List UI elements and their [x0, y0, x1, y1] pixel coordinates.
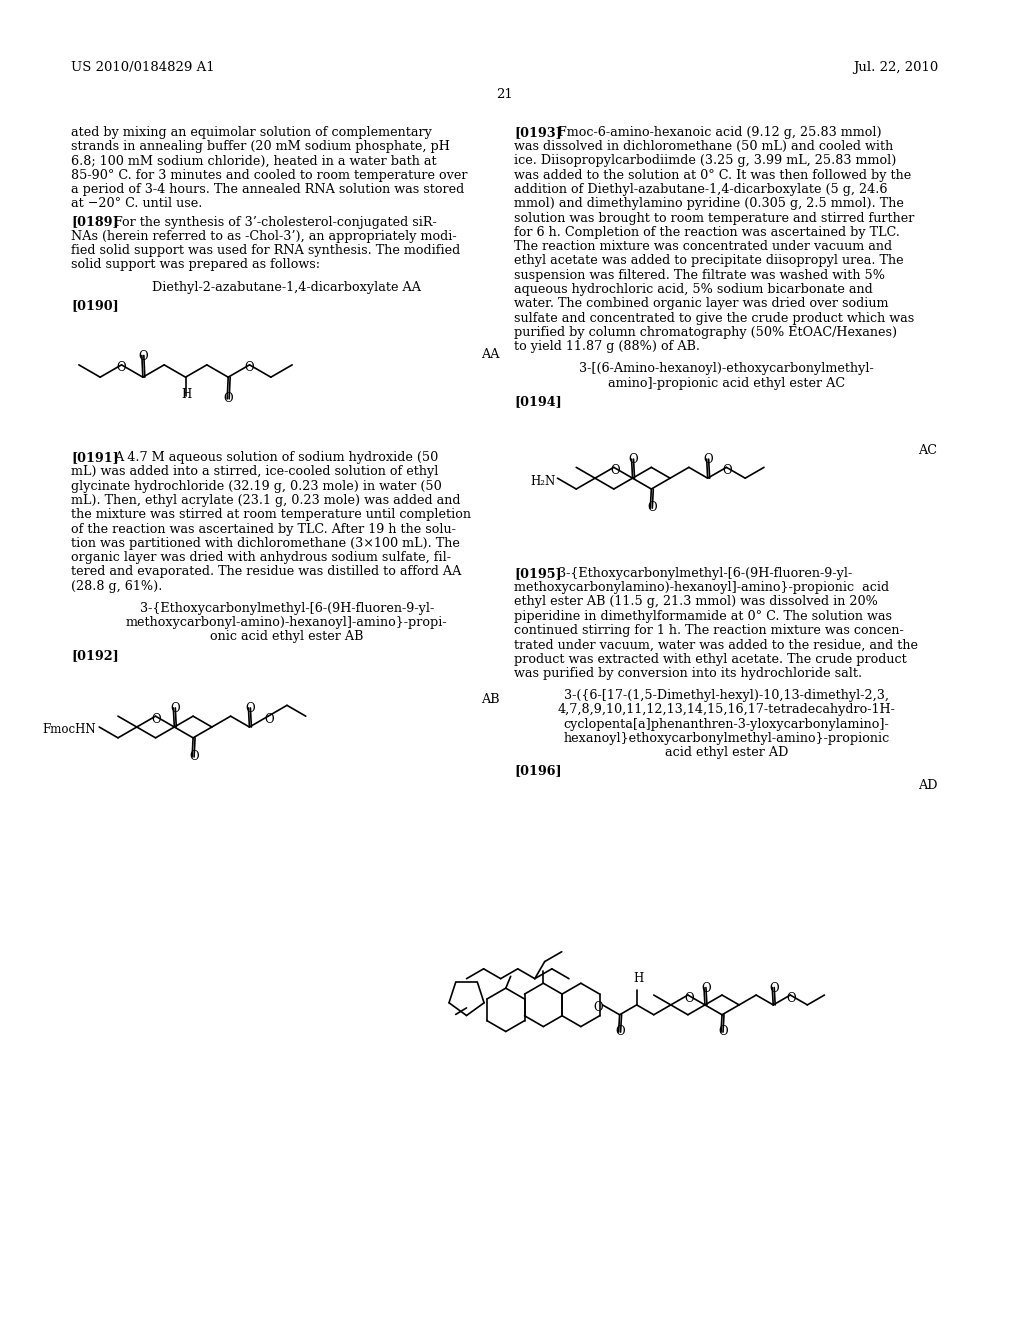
- Text: O: O: [245, 362, 254, 375]
- Text: O: O: [701, 982, 711, 995]
- Text: for 6 h. Completion of the reaction was ascertained by TLC.: for 6 h. Completion of the reaction was …: [514, 226, 900, 239]
- Text: methoxycarbonyl-amino)-hexanoyl]-amino}-propi-: methoxycarbonyl-amino)-hexanoyl]-amino}-…: [126, 616, 447, 630]
- Text: Fmoc-6-amino-hexanoic acid (9.12 g, 25.83 mmol): Fmoc-6-amino-hexanoic acid (9.12 g, 25.8…: [558, 125, 882, 139]
- Text: mL) was added into a stirred, ice-cooled solution of ethyl: mL) was added into a stirred, ice-cooled…: [71, 466, 438, 478]
- Text: O: O: [718, 1026, 728, 1038]
- Text: suspension was filtered. The filtrate was washed with 5%: suspension was filtered. The filtrate wa…: [514, 269, 886, 281]
- Text: O: O: [684, 991, 693, 1005]
- Text: [0193]: [0193]: [514, 125, 562, 139]
- Text: Jul. 22, 2010: Jul. 22, 2010: [853, 61, 938, 74]
- Text: was dissolved in dichloromethane (50 mL) and cooled with: was dissolved in dichloromethane (50 mL)…: [514, 140, 894, 153]
- Text: strands in annealing buffer (20 mM sodium phosphate, pH: strands in annealing buffer (20 mM sodiu…: [71, 140, 450, 153]
- Text: ethyl acetate was added to precipitate diisopropyl urea. The: ethyl acetate was added to precipitate d…: [514, 255, 904, 268]
- Text: product was extracted with ethyl acetate. The crude product: product was extracted with ethyl acetate…: [514, 652, 907, 665]
- Text: O: O: [723, 463, 732, 477]
- Text: O: O: [264, 713, 274, 726]
- Text: FmocHN: FmocHN: [43, 723, 96, 737]
- Text: [0194]: [0194]: [514, 395, 562, 408]
- Text: O: O: [647, 502, 657, 513]
- Text: A 4.7 M aqueous solution of sodium hydroxide (50: A 4.7 M aqueous solution of sodium hydro…: [115, 451, 438, 465]
- Text: ethyl ester AB (11.5 g, 21.3 mmol) was dissolved in 20%: ethyl ester AB (11.5 g, 21.3 mmol) was d…: [514, 595, 879, 609]
- Text: addition of Diethyl-azabutane-1,4-dicarboxylate (5 g, 24.6: addition of Diethyl-azabutane-1,4-dicarb…: [514, 183, 888, 197]
- Text: [0191]: [0191]: [71, 451, 119, 465]
- Text: 4,7,8,9,10,11,12,13,14,15,16,17-tetradecahydro-1H-: 4,7,8,9,10,11,12,13,14,15,16,17-tetradec…: [557, 704, 895, 717]
- Text: water. The combined organic layer was dried over sodium: water. The combined organic layer was dr…: [514, 297, 889, 310]
- Text: 3-[(6-Amino-hexanoyl)-ethoxycarbonylmethyl-: 3-[(6-Amino-hexanoyl)-ethoxycarbonylmeth…: [579, 363, 873, 375]
- Text: purified by column chromatography (50% EtOAC/Hexanes): purified by column chromatography (50% E…: [514, 326, 897, 339]
- Text: ice. Diisopropylcarbodiimde (3.25 g, 3.99 mL, 25.83 mmol): ice. Diisopropylcarbodiimde (3.25 g, 3.9…: [514, 154, 897, 168]
- Text: O: O: [615, 1026, 626, 1038]
- Text: 85-90° C. for 3 minutes and cooled to room temperature over: 85-90° C. for 3 minutes and cooled to ro…: [71, 169, 467, 182]
- Text: NAs (herein referred to as -Chol-3’), an appropriately modi-: NAs (herein referred to as -Chol-3’), an…: [71, 230, 457, 243]
- Text: trated under vacuum, water was added to the residue, and the: trated under vacuum, water was added to …: [514, 639, 919, 651]
- Text: was added to the solution at 0° C. It was then followed by the: was added to the solution at 0° C. It wa…: [514, 169, 911, 182]
- Text: organic layer was dried with anhydrous sodium sulfate, fil-: organic layer was dried with anhydrous s…: [71, 552, 451, 564]
- Text: O: O: [629, 453, 638, 466]
- Text: [0196]: [0196]: [514, 764, 562, 777]
- Text: [0195]: [0195]: [514, 566, 562, 579]
- Text: Diethyl-2-azabutane-1,4-dicarboxylate AA: Diethyl-2-azabutane-1,4-dicarboxylate AA: [153, 281, 421, 293]
- Text: US 2010/0184829 A1: US 2010/0184829 A1: [71, 61, 215, 74]
- Text: 3-{Ethoxycarbonylmethyl-[6-(9H-fluoren-9-yl-: 3-{Ethoxycarbonylmethyl-[6-(9H-fluoren-9…: [139, 602, 434, 615]
- Text: H: H: [181, 388, 191, 400]
- Text: O: O: [152, 713, 162, 726]
- Text: solution was brought to room temperature and stirred further: solution was brought to room temperature…: [514, 211, 914, 224]
- Text: 3-{Ethoxycarbonylmethyl-[6-(9H-fluoren-9-yl-: 3-{Ethoxycarbonylmethyl-[6-(9H-fluoren-9…: [558, 566, 852, 579]
- Text: O: O: [703, 453, 714, 466]
- Text: AD: AD: [919, 779, 938, 792]
- Text: a period of 3-4 hours. The annealed RNA solution was stored: a period of 3-4 hours. The annealed RNA …: [71, 183, 464, 197]
- Text: The reaction mixture was concentrated under vacuum and: The reaction mixture was concentrated un…: [514, 240, 893, 253]
- Text: [0190]: [0190]: [71, 298, 119, 312]
- Text: the mixture was stirred at room temperature until completion: the mixture was stirred at room temperat…: [71, 508, 471, 521]
- Text: acid ethyl ester AD: acid ethyl ester AD: [665, 746, 787, 759]
- Text: glycinate hydrochloride (32.19 g, 0.23 mole) in water (50: glycinate hydrochloride (32.19 g, 0.23 m…: [71, 479, 441, 492]
- Text: mmol) and dimethylamino pyridine (0.305 g, 2.5 mmol). The: mmol) and dimethylamino pyridine (0.305 …: [514, 197, 904, 210]
- Text: O: O: [246, 702, 255, 715]
- Text: H: H: [634, 973, 644, 985]
- Text: mL). Then, ethyl acrylate (23.1 g, 0.23 mole) was added and: mL). Then, ethyl acrylate (23.1 g, 0.23 …: [71, 494, 461, 507]
- Text: O: O: [610, 463, 620, 477]
- Text: O: O: [170, 702, 180, 715]
- Text: For the synthesis of 3’-cholesterol-conjugated siR-: For the synthesis of 3’-cholesterol-conj…: [115, 215, 437, 228]
- Text: onic acid ethyl ester AB: onic acid ethyl ester AB: [210, 631, 364, 643]
- Text: (28.8 g, 61%).: (28.8 g, 61%).: [71, 579, 163, 593]
- Text: O: O: [786, 991, 796, 1005]
- Text: was purified by conversion into its hydrochloride salt.: was purified by conversion into its hydr…: [514, 667, 862, 680]
- Text: O: O: [594, 1002, 603, 1014]
- Text: tion was partitioned with dichloromethane (3×100 mL). The: tion was partitioned with dichloromethan…: [71, 537, 460, 550]
- Text: ated by mixing an equimolar solution of complementary: ated by mixing an equimolar solution of …: [71, 125, 432, 139]
- Text: O: O: [117, 362, 126, 375]
- Text: AB: AB: [481, 693, 500, 705]
- Text: 21: 21: [497, 88, 513, 102]
- Text: of the reaction was ascertained by TLC. After 19 h the solu-: of the reaction was ascertained by TLC. …: [71, 523, 456, 536]
- Text: H₂N: H₂N: [530, 475, 555, 487]
- Text: hexanoyl}ethoxycarbonylmethyl-amino}-propionic: hexanoyl}ethoxycarbonylmethyl-amino}-pro…: [563, 731, 890, 744]
- Text: fied solid support was used for RNA synthesis. The modified: fied solid support was used for RNA synt…: [71, 244, 460, 257]
- Text: sulfate and concentrated to give the crude product which was: sulfate and concentrated to give the cru…: [514, 312, 914, 325]
- Text: O: O: [769, 982, 779, 995]
- Text: O: O: [138, 350, 147, 363]
- Text: AA: AA: [481, 347, 500, 360]
- Text: solid support was prepared as follows:: solid support was prepared as follows:: [71, 259, 321, 272]
- Text: at −20° C. until use.: at −20° C. until use.: [71, 197, 203, 210]
- Text: to yield 11.87 g (88%) of AB.: to yield 11.87 g (88%) of AB.: [514, 341, 700, 354]
- Text: amino]-propionic acid ethyl ester AC: amino]-propionic acid ethyl ester AC: [607, 376, 845, 389]
- Text: piperidine in dimethylformamide at 0° C. The solution was: piperidine in dimethylformamide at 0° C.…: [514, 610, 892, 623]
- Text: 6.8; 100 mM sodium chloride), heated in a water bath at: 6.8; 100 mM sodium chloride), heated in …: [71, 154, 436, 168]
- Text: 3-({6-[17-(1,5-Dimethyl-hexyl)-10,13-dimethyl-2,3,: 3-({6-[17-(1,5-Dimethyl-hexyl)-10,13-dim…: [564, 689, 889, 702]
- Text: tered and evaporated. The residue was distilled to afford AA: tered and evaporated. The residue was di…: [71, 565, 462, 578]
- Text: AC: AC: [919, 444, 937, 457]
- Text: [0192]: [0192]: [71, 648, 119, 661]
- Text: methoxycarbonylamino)-hexanoyl]-amino}-propionic  acid: methoxycarbonylamino)-hexanoyl]-amino}-p…: [514, 581, 890, 594]
- Text: O: O: [189, 750, 199, 763]
- Text: cyclopenta[a]phenanthren-3-yloxycarbonylamino]-: cyclopenta[a]phenanthren-3-yloxycarbonyl…: [563, 718, 889, 731]
- Text: O: O: [223, 392, 233, 405]
- Text: [0189]: [0189]: [71, 215, 119, 228]
- Text: aqueous hydrochloric acid, 5% sodium bicarbonate and: aqueous hydrochloric acid, 5% sodium bic…: [514, 282, 873, 296]
- Text: continued stirring for 1 h. The reaction mixture was concen-: continued stirring for 1 h. The reaction…: [514, 624, 904, 638]
